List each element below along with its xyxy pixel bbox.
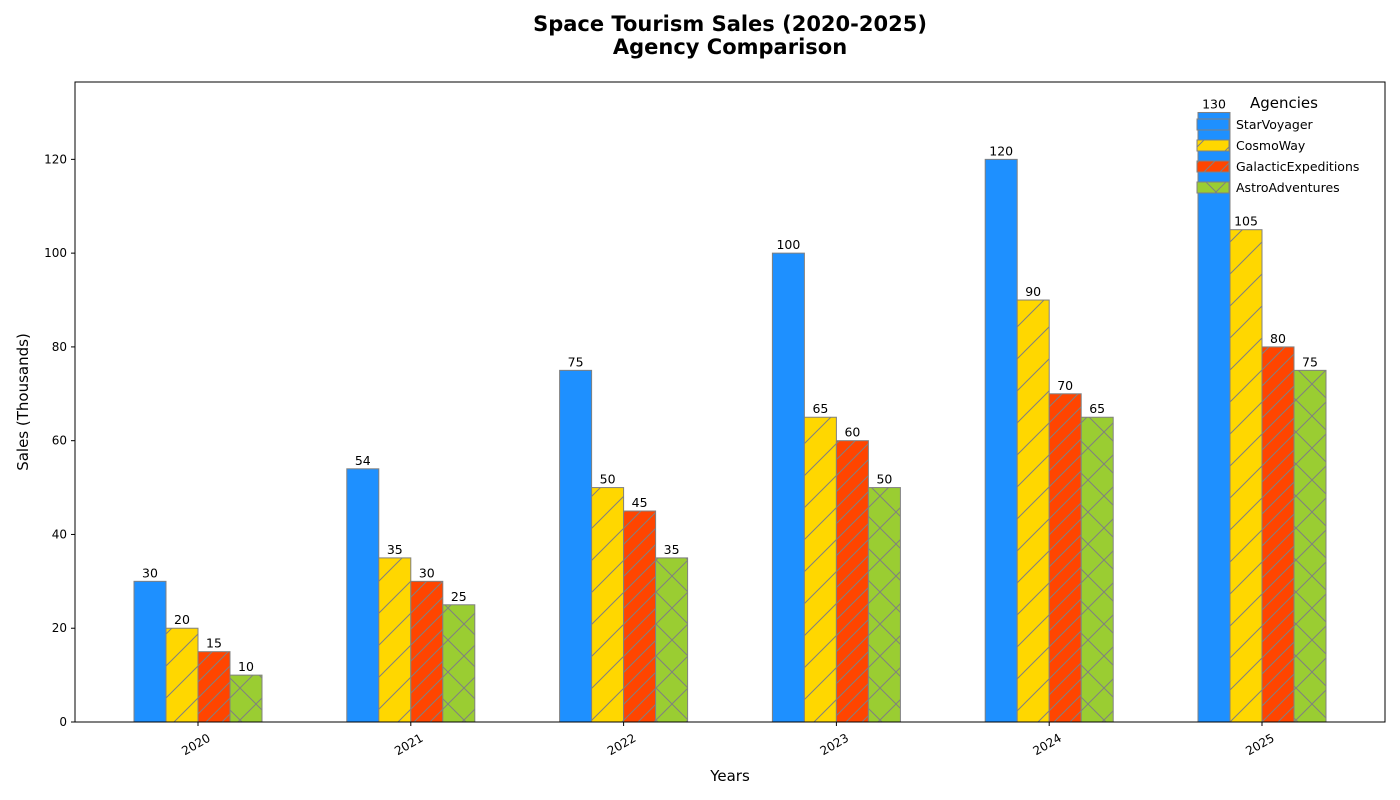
bar-hatch-GalacticExpeditions-2025	[1262, 346, 1294, 722]
data-label-GalacticExpeditions-2023: 60	[844, 425, 860, 440]
bar-hatch-AstroAdventures-2024	[1081, 417, 1114, 722]
legend-swatch-edge-StarVoyager	[1196, 118, 1230, 131]
legend-swatch-hatch-CosmoWay	[1197, 140, 1229, 151]
x-tick-label-2021: 2021	[392, 731, 425, 758]
legend-label-GalacticExpeditions: GalacticExpeditions	[1236, 159, 1359, 174]
data-label-AstroAdventures-2022: 35	[664, 542, 680, 557]
chart-title-line2: Agency Comparison	[613, 35, 847, 59]
legend-label-StarVoyager: StarVoyager	[1236, 117, 1314, 132]
bar-hatch-GalacticExpeditions-2020	[198, 651, 230, 722]
bar-StarVoyager-2021	[346, 468, 379, 722]
x-tick-label-2023: 2023	[818, 731, 851, 758]
data-label-StarVoyager-2023: 100	[776, 237, 800, 252]
legend-swatch-edge-AstroAdventures	[1196, 181, 1230, 194]
plot-area-frame	[74, 81, 1386, 723]
y-tick-label-80: 80	[52, 340, 67, 354]
data-label-AstroAdventures-2020: 10	[238, 659, 254, 674]
legend-swatch-hatch-GalacticExpeditions	[1197, 161, 1229, 172]
x-tick-label-2022: 2022	[605, 731, 638, 758]
data-label-GalacticExpeditions-2020: 15	[206, 636, 222, 651]
bar-hatch-CosmoWay-2020	[166, 628, 198, 722]
bar-StarVoyager-2022	[559, 370, 592, 722]
data-label-CosmoWay-2020: 20	[174, 612, 190, 627]
x-tick-label-2025: 2025	[1243, 731, 1276, 758]
x-axis-label: Years	[709, 767, 750, 785]
data-label-AstroAdventures-2023: 50	[876, 472, 892, 487]
bar-StarVoyager-2023	[772, 253, 805, 722]
data-label-StarVoyager-2021: 54	[355, 453, 371, 468]
bar-hatch-AstroAdventures-2023	[868, 487, 901, 722]
bar-hatch-GalacticExpeditions-2021	[410, 581, 443, 722]
legend-swatch-edge-GalacticExpeditions	[1196, 160, 1230, 173]
legend-title: Agencies	[1250, 94, 1318, 112]
data-label-StarVoyager-2025: 130	[1202, 96, 1226, 111]
bar-hatch-CosmoWay-2025	[1230, 229, 1262, 722]
y-tick-label-100: 100	[44, 246, 67, 260]
data-label-GalacticExpeditions-2022: 45	[632, 495, 648, 510]
legend-swatch-edge-CosmoWay	[1196, 139, 1230, 152]
bar-hatch-CosmoWay-2022	[591, 487, 624, 722]
bar-hatch-AstroAdventures-2021	[442, 604, 475, 722]
data-label-CosmoWay-2023: 65	[812, 401, 828, 416]
y-axis-ticks: 0 20 40 60 80 100 120	[44, 152, 75, 729]
bar-hatch-GalacticExpeditions-2022	[623, 511, 656, 722]
bar-StarVoyager-2025	[1198, 112, 1230, 722]
data-label-StarVoyager-2020: 30	[142, 565, 158, 580]
bar-hatch-GalacticExpeditions-2023	[836, 440, 869, 722]
data-label-CosmoWay-2025: 105	[1234, 214, 1258, 229]
x-tick-label-2024: 2024	[1030, 731, 1063, 758]
legend-swatch-StarVoyager	[1197, 119, 1229, 130]
bar-hatch-CosmoWay-2023	[804, 417, 837, 722]
bar-hatch-CosmoWay-2024	[1017, 300, 1050, 722]
data-label-GalacticExpeditions-2021: 30	[419, 565, 435, 580]
data-label-AstroAdventures-2025: 75	[1302, 354, 1318, 369]
bar-hatch-GalacticExpeditions-2024	[1049, 393, 1082, 722]
y-tick-label-60: 60	[52, 434, 67, 448]
data-label-StarVoyager-2022: 75	[568, 354, 584, 369]
x-axis-ticks: 2020 2021 2022 2023 2024 2025	[179, 722, 1277, 758]
y-tick-label-120: 120	[44, 152, 67, 166]
bar-StarVoyager-2024	[985, 159, 1018, 722]
legend-swatch-hatch-AstroAdventures	[1197, 182, 1229, 193]
data-label-GalacticExpeditions-2024: 70	[1057, 378, 1073, 393]
y-tick-label-20: 20	[52, 621, 67, 635]
data-label-AstroAdventures-2024: 65	[1089, 401, 1105, 416]
legend-label-CosmoWay: CosmoWay	[1236, 138, 1306, 153]
data-label-CosmoWay-2022: 50	[600, 472, 616, 487]
bar-hatch-AstroAdventures-2022	[655, 557, 688, 722]
bar-hatch-AstroAdventures-2025	[1294, 370, 1326, 722]
y-tick-label-40: 40	[52, 527, 67, 541]
legend-items: StarVoyager CosmoWay GalacticExpeditions As…	[1196, 117, 1359, 195]
data-label-CosmoWay-2024: 90	[1025, 284, 1041, 299]
legend: Agencies StarVoyager CosmoWay GalacticExpe…	[1196, 94, 1359, 195]
y-axis-label: Sales (Thousands)	[14, 333, 32, 471]
data-labels-layer: 30 54 75 100 120 130 20 35 50 65 90 105 15 30 45 60 70 80…	[142, 96, 1318, 674]
legend-label-AstroAdventures: AstroAdventures	[1236, 180, 1340, 195]
bar-hatch-AstroAdventures-2020	[230, 675, 262, 722]
x-tick-label-2020: 2020	[179, 731, 212, 758]
data-label-GalacticExpeditions-2025: 80	[1270, 331, 1286, 346]
bar-StarVoyager-2020	[134, 581, 166, 722]
data-label-AstroAdventures-2021: 25	[451, 589, 467, 604]
bars-layer	[133, 111, 1327, 723]
y-tick-label-0: 0	[59, 715, 67, 729]
data-label-CosmoWay-2021: 35	[387, 542, 403, 557]
chart-title-line1: Space Tourism Sales (2020-2025)	[533, 12, 927, 36]
data-label-StarVoyager-2024: 120	[989, 143, 1013, 158]
bar-hatch-CosmoWay-2021	[378, 557, 411, 722]
